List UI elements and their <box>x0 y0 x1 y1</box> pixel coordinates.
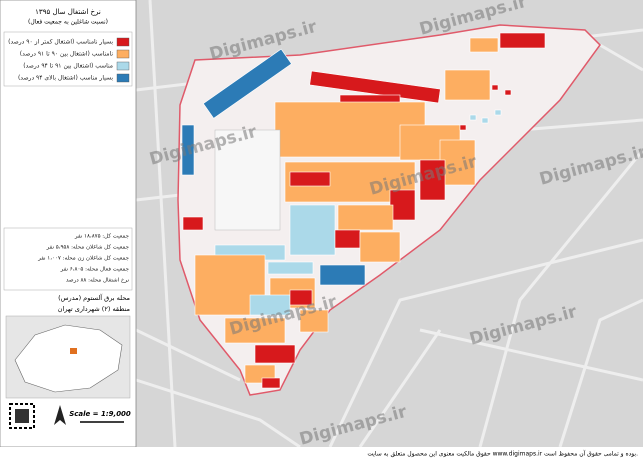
qr-code-center <box>15 409 29 423</box>
block <box>202 48 292 119</box>
block <box>289 204 336 256</box>
block <box>261 377 281 389</box>
legend-label: مناسب (اشتغال بین ۹۱ تا ۹۴ درصد) <box>23 63 113 70</box>
map-subtitle: (نسبت شاغلین به جمعیت فعال) <box>28 19 108 26</box>
block <box>459 124 467 131</box>
block <box>181 124 195 176</box>
stat-line: جمعیت فعال محله: ۶،۸۰۵ نفر <box>60 267 129 273</box>
stat-line: نرخ اشتغال محله: ۸۸ درصد <box>66 278 129 284</box>
place-name: محله برق آلستوم (مدرس) <box>58 293 130 302</box>
north-arrow <box>54 405 66 425</box>
block <box>319 264 366 286</box>
block <box>504 89 512 96</box>
block <box>469 37 499 53</box>
stat-line: جمعیت کل: ۱۸،۸۷۵ نفر <box>74 233 129 240</box>
legend-swatch <box>116 49 130 59</box>
scale-label: Scale = 1:9,000 <box>69 410 131 418</box>
legend-label: بسیار مناسب (اشتغال بالای ۹۴ درصد) <box>18 75 113 82</box>
block <box>439 139 476 186</box>
stat-line: جمعیت کل شاغلان زن محله: ۱،۰۰۷ نفر <box>37 255 129 262</box>
block <box>499 32 546 49</box>
block <box>299 309 329 333</box>
block <box>359 231 401 263</box>
block <box>494 109 502 116</box>
block <box>254 344 296 364</box>
block <box>419 159 446 201</box>
legend-label: بسیار نامناسب (اشتغال کمتر از ۹۰ درصد) <box>8 39 113 46</box>
footer-note: حقوق مالکیت معنوی این محصول متعلق به سای… <box>367 449 638 458</box>
block <box>182 216 204 231</box>
place-district: منطقه (۲) شهرداری تهران <box>58 305 130 313</box>
inset-location <box>70 348 77 354</box>
legend-swatch <box>116 73 130 83</box>
block <box>224 317 286 344</box>
block <box>389 189 416 221</box>
legend-swatch <box>116 61 130 71</box>
block <box>337 204 394 231</box>
block <box>444 69 491 101</box>
block <box>289 289 313 306</box>
block <box>491 84 499 91</box>
legend: بسیار نامناسب (اشتغال کمتر از ۹۰ درصد) نا… <box>8 37 130 83</box>
legend-label: نامناسب (اشتغال بین ۹۰ تا ۹۱ درصد) <box>20 51 114 58</box>
block <box>481 117 489 124</box>
block <box>289 171 331 187</box>
unclassified-area <box>214 129 281 231</box>
footer-bar <box>0 447 643 461</box>
map-title: نرخ اشتغال سال ۱۳۹۵ <box>35 8 101 16</box>
block <box>469 114 477 121</box>
inset-city <box>14 324 123 393</box>
legend-swatch <box>116 37 130 47</box>
block <box>309 70 441 104</box>
stats-box <box>3 227 133 291</box>
block <box>334 229 361 249</box>
blocks <box>181 32 546 389</box>
legend-box <box>3 31 133 87</box>
stat-line: جمعیت کل شاغلان محله: ۵،۹۵۸ نفر <box>46 244 129 251</box>
stats: جمعیت کل: ۱۸،۸۷۵ نفر جمعیت کل شاغلان محله… <box>37 233 129 284</box>
block <box>267 261 314 275</box>
